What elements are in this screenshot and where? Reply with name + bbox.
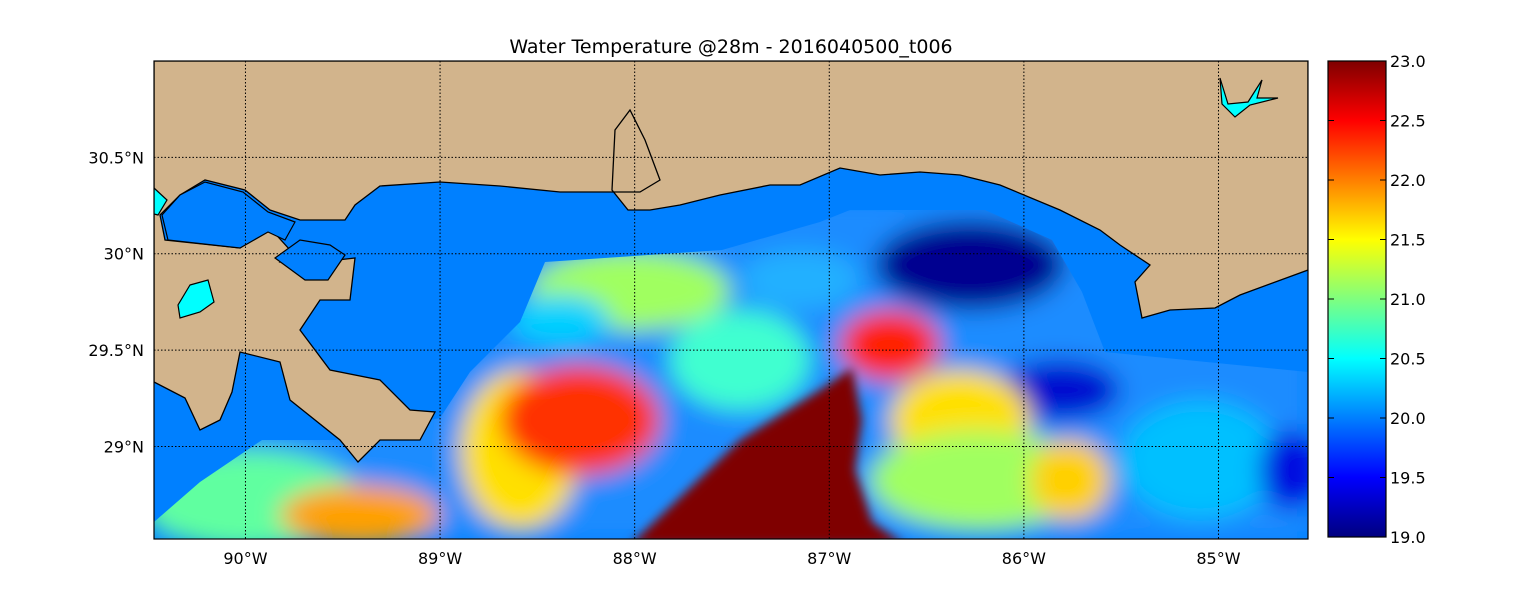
field-green-east	[870, 430, 1090, 530]
x-tick-label: 87°W	[807, 549, 851, 568]
colorbar-tick-label: 22.5	[1390, 112, 1426, 131]
lake-east	[1219, 77, 1279, 118]
colorbar-tick-label: 19.5	[1390, 469, 1426, 488]
field-red-mid	[840, 310, 940, 380]
colorbar-tick-label: 20.5	[1390, 350, 1426, 369]
colorbar-tick-label: 20.0	[1390, 409, 1426, 428]
y-tick-label: 30°N	[104, 245, 144, 264]
x-tick-label: 88°W	[613, 549, 657, 568]
y-tick-label: 29.5°N	[88, 341, 144, 360]
lake-pontchartrain	[161, 181, 296, 249]
y-tick-label: 29°N	[104, 437, 144, 456]
colorbar-tick-label: 19.0	[1390, 528, 1426, 547]
field-warm-core	[630, 368, 905, 539]
field-cyan-mid	[670, 310, 810, 410]
colorbar-tick-label: 23.0	[1390, 52, 1426, 71]
colorbar	[1327, 60, 1387, 538]
lake-borgne	[273, 239, 346, 281]
y-tick-label: 30.5°N	[88, 148, 144, 167]
x-tick-label: 86°W	[1002, 549, 1046, 568]
field-cyan-east	[1120, 400, 1280, 520]
field-darkblue-east	[1000, 360, 1120, 420]
field-orange-west	[280, 485, 440, 539]
x-tick-label: 90°W	[223, 549, 267, 568]
lake-west	[154, 187, 168, 216]
field-cold-pool	[875, 220, 1065, 310]
colorbar-tick-label: 21.0	[1390, 290, 1426, 309]
field-blue-southeast	[1260, 430, 1308, 510]
field-lightblue	[740, 250, 860, 310]
x-tick-labels: 90°W 89°W 88°W 87°W 86°W 85°W	[223, 549, 1240, 568]
x-tick-label: 85°W	[1196, 549, 1240, 568]
colorbar-ticks: 19.0 19.5 20.0 20.5 21.0 21.5 22.0 22.5 23.0	[1328, 52, 1426, 547]
colorbar-tick-label: 21.5	[1390, 231, 1426, 250]
land	[154, 61, 1308, 463]
colorbar-tick-label: 22.0	[1390, 171, 1426, 190]
grid-lines	[154, 61, 1308, 539]
y-tick-labels: 30.5°N 30°N 29.5°N 29°N	[88, 148, 144, 456]
lake-maurepas	[177, 279, 215, 319]
x-tick-label: 89°W	[418, 549, 462, 568]
chart-title: Water Temperature @28m - 2016040500_t006	[509, 36, 953, 58]
field-yellow-east2	[1030, 440, 1110, 520]
field-red-west	[500, 365, 660, 475]
field-cyan	[510, 295, 610, 345]
plot-frame	[153, 60, 1309, 540]
